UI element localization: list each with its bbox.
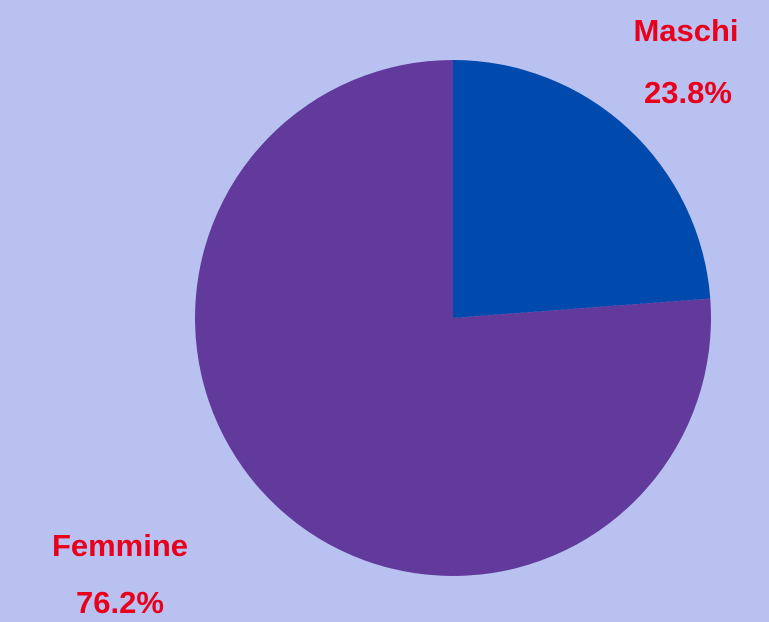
pie-slice <box>453 60 711 318</box>
slice-label: Maschi <box>633 13 738 48</box>
slice-value-label: 23.8% <box>644 75 732 110</box>
slice-label: Femmine <box>52 528 188 563</box>
pie-slice <box>194 60 712 576</box>
slice-value-label: 76.2% <box>76 585 164 620</box>
